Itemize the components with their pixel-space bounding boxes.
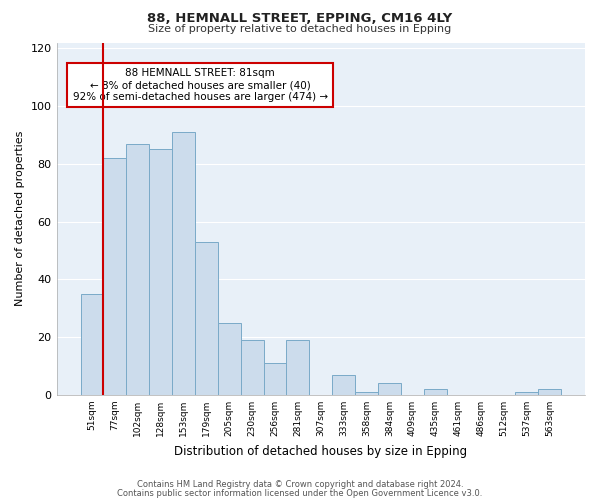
Bar [538, 389, 561, 395]
Bar [218, 322, 241, 395]
Bar [355, 392, 378, 395]
Bar [378, 384, 401, 395]
X-axis label: Distribution of detached houses by size in Epping: Distribution of detached houses by size … [174, 444, 467, 458]
Text: Contains public sector information licensed under the Open Government Licence v3: Contains public sector information licen… [118, 488, 482, 498]
Bar [515, 392, 538, 395]
Bar [241, 340, 263, 395]
Bar [332, 374, 355, 395]
Bar [127, 144, 149, 395]
Bar [149, 150, 172, 395]
Text: Size of property relative to detached houses in Epping: Size of property relative to detached ho… [148, 24, 452, 34]
Text: 88, HEMNALL STREET, EPPING, CM16 4LY: 88, HEMNALL STREET, EPPING, CM16 4LY [148, 12, 452, 26]
Bar [103, 158, 127, 395]
Bar [172, 132, 195, 395]
Bar [286, 340, 310, 395]
Text: Contains HM Land Registry data © Crown copyright and database right 2024.: Contains HM Land Registry data © Crown c… [137, 480, 463, 489]
Bar [80, 294, 103, 395]
Bar [424, 389, 446, 395]
Y-axis label: Number of detached properties: Number of detached properties [15, 131, 25, 306]
Bar [263, 363, 286, 395]
Bar [195, 242, 218, 395]
Text: 88 HEMNALL STREET: 81sqm
← 8% of detached houses are smaller (40)
92% of semi-de: 88 HEMNALL STREET: 81sqm ← 8% of detache… [73, 68, 328, 102]
